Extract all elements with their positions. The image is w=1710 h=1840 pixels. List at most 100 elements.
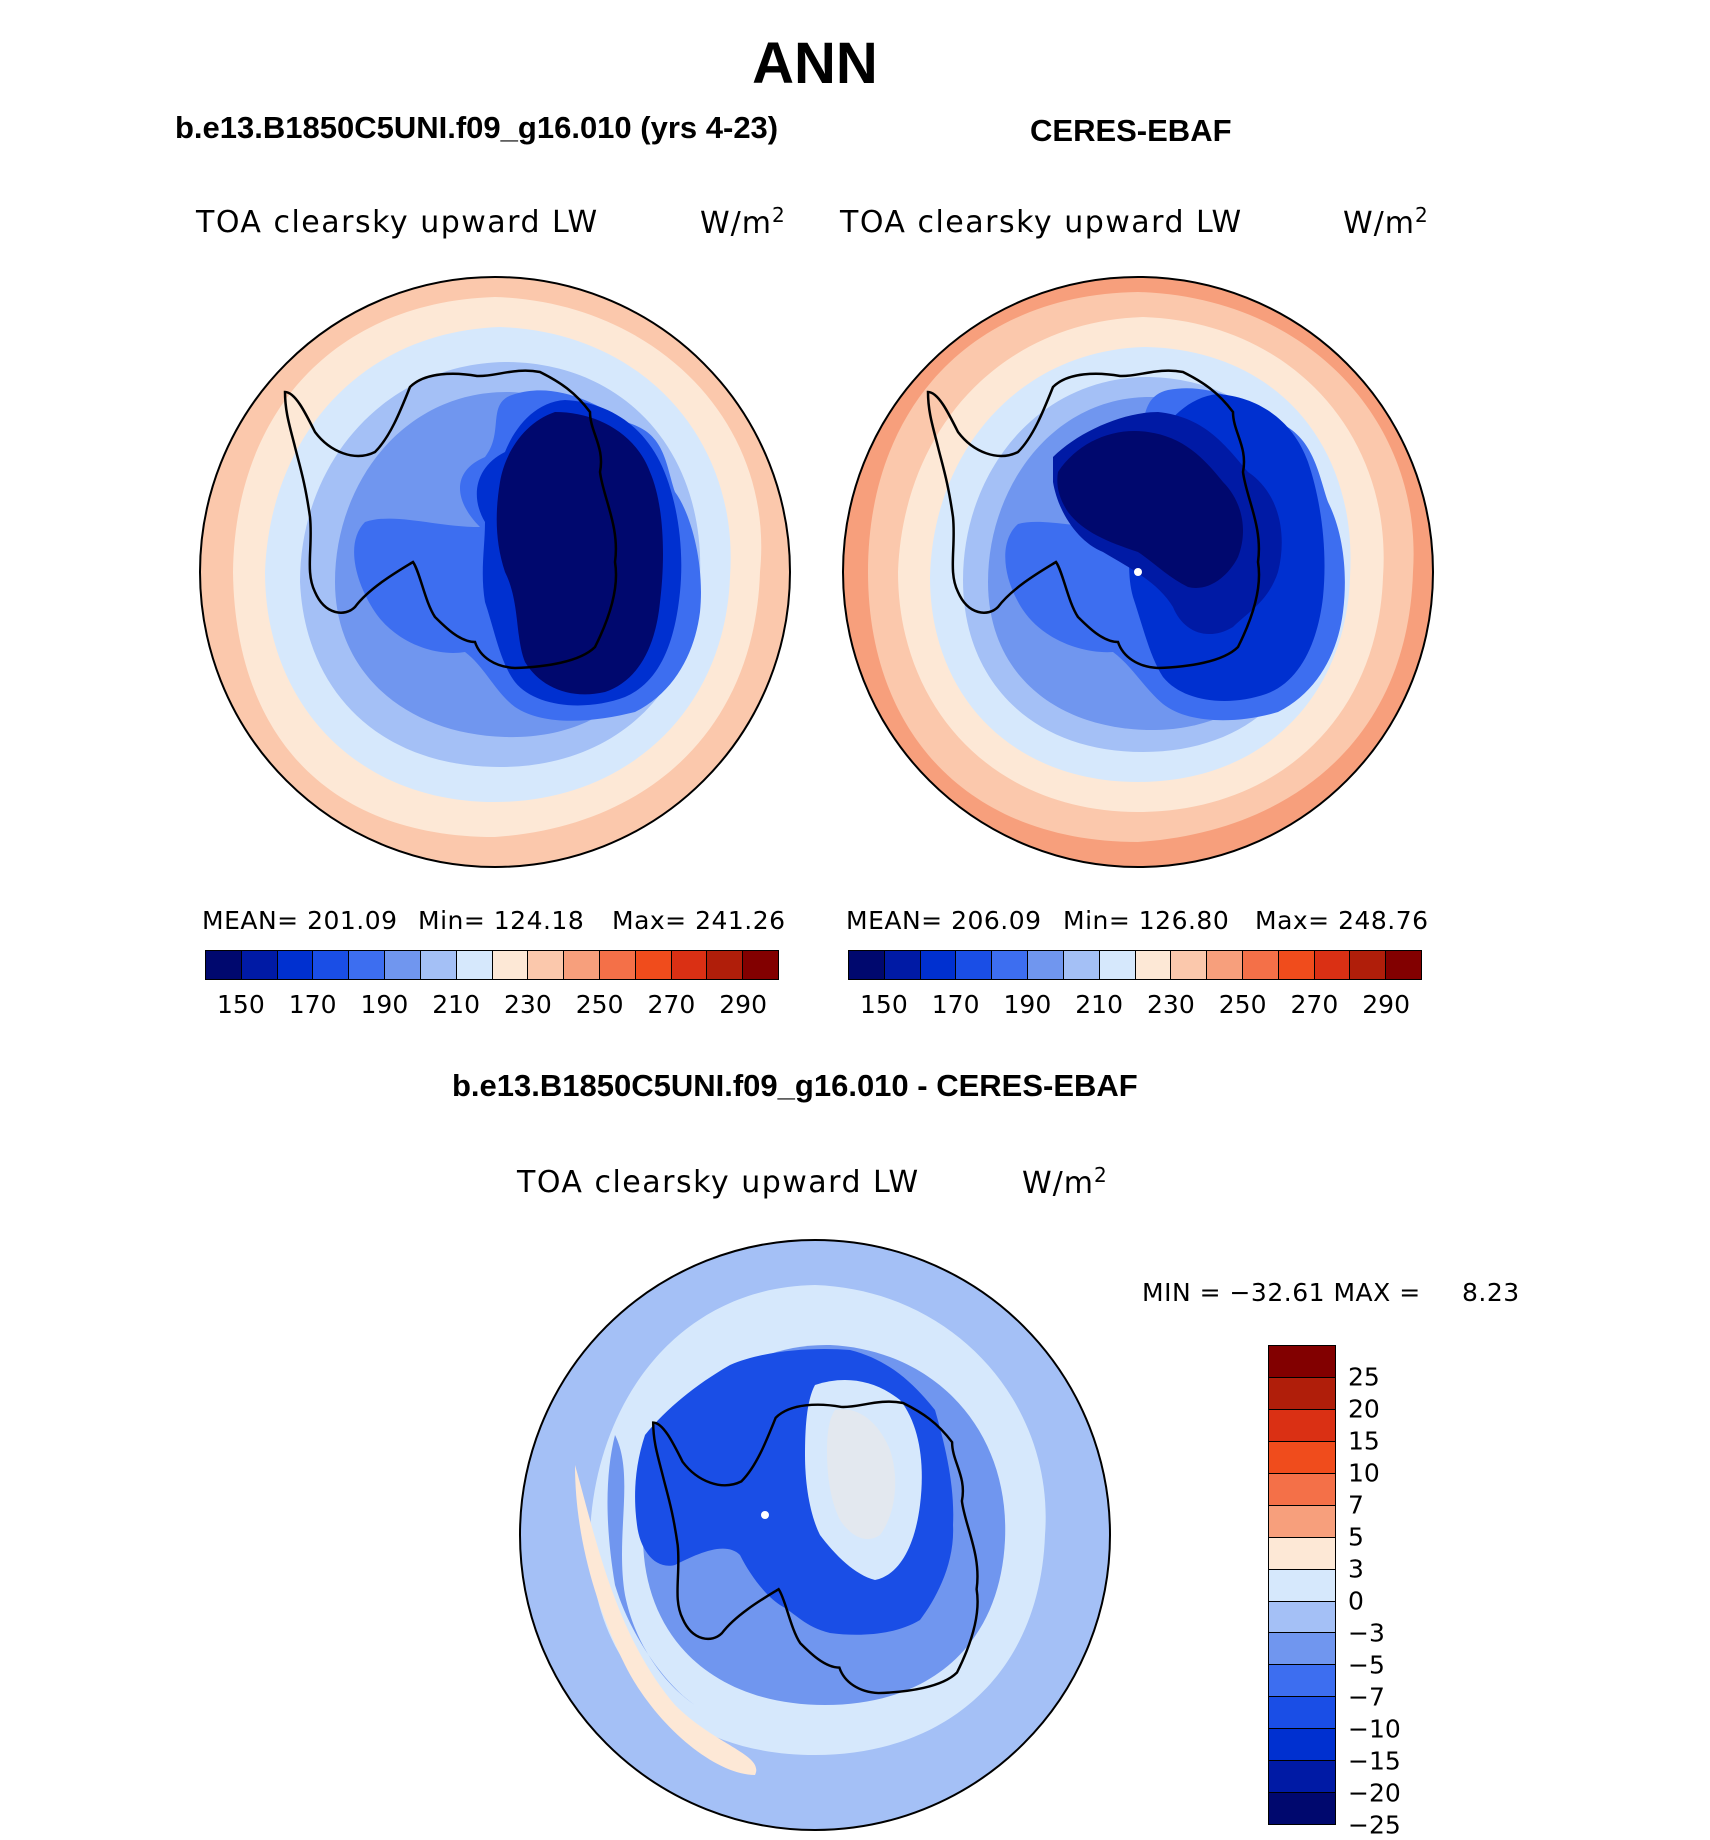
diff-colorbar-tick: 7 xyxy=(1348,1490,1364,1520)
obs-map-border xyxy=(842,276,1434,868)
diff-colorbar-segment xyxy=(1269,1793,1335,1825)
diff-panel-title: b.e13.B1850C5UNI.f09_g16.010 - CERES-EBA… xyxy=(452,1068,1138,1103)
diff-colorbar-tick: −20 xyxy=(1348,1778,1401,1808)
obs-polar-map xyxy=(842,276,1434,868)
diff-colorbar-tick: −10 xyxy=(1348,1714,1401,1744)
obs-max-stat: Max= 248.76 xyxy=(1255,906,1429,935)
model-colorbar-segment xyxy=(206,951,242,979)
diff-map-border xyxy=(519,1239,1111,1831)
diff-colorbar-segment xyxy=(1269,1665,1335,1698)
model-colorbar-tick: 170 xyxy=(288,990,337,1019)
model-colorbar-tick: 230 xyxy=(504,990,552,1019)
model-colorbar-segment xyxy=(456,951,493,979)
obs-pole-marker xyxy=(1134,568,1142,576)
obs-colorbar-tick: 290 xyxy=(1362,990,1410,1019)
diff-colorbar-segment xyxy=(1269,1441,1335,1474)
model-coastline xyxy=(283,369,618,670)
obs-colorbar-segment xyxy=(1028,951,1064,979)
obs-mean-stat: MEAN= 206.09 xyxy=(846,906,1042,935)
diff-colorbar-tick: 25 xyxy=(1348,1362,1380,1392)
diff-colorbar-segment xyxy=(1269,1505,1335,1538)
model-colorbar-segment xyxy=(313,951,350,979)
model-variable-label: TOA clearsky upward LW xyxy=(196,205,599,240)
model-colorbar-tick: 190 xyxy=(360,990,409,1019)
obs-colorbar-tick: 190 xyxy=(1003,990,1052,1019)
diff-colorbar-tick: −15 xyxy=(1348,1746,1401,1776)
model-colorbar-segment xyxy=(277,951,314,979)
diff-colorbar-segment xyxy=(1269,1346,1335,1378)
obs-colorbar-segment xyxy=(849,951,885,979)
diff-colorbar-segment xyxy=(1269,1601,1335,1634)
diff-patch-west xyxy=(607,1435,695,1705)
diff-colorbar-segment xyxy=(1269,1569,1335,1602)
diff-variable-label: TOA clearsky upward LW xyxy=(517,1165,920,1200)
diff-colorbar-segment xyxy=(1269,1633,1335,1666)
model-colorbar-segment xyxy=(420,951,457,979)
model-colorbar-segment xyxy=(635,951,672,979)
model-max-stat: Max= 241.26 xyxy=(612,906,786,935)
diff-colorbar-tick: −3 xyxy=(1348,1618,1385,1648)
model-colorbar-segment xyxy=(599,951,636,979)
obs-colorbar-segment xyxy=(956,951,993,979)
obs-colorbar-segment xyxy=(1207,951,1243,979)
model-band-darkest xyxy=(496,412,663,695)
obs-colorbar-tick: 270 xyxy=(1290,990,1339,1019)
diff-colorbar-segment xyxy=(1269,1473,1335,1506)
model-units-label: W/m2 xyxy=(700,203,786,241)
diff-polar-map xyxy=(519,1239,1111,1831)
model-colorbar-segment xyxy=(564,951,600,979)
model-colorbar-tick: 150 xyxy=(217,990,265,1019)
model-min-stat: Min= 124.18 xyxy=(418,906,585,935)
model-colorbar-tick: 210 xyxy=(432,990,480,1019)
diff-colorbar xyxy=(1268,1345,1336,1825)
obs-coastline xyxy=(926,369,1261,670)
model-colorbar-segment xyxy=(492,951,529,979)
obs-colorbar-segment xyxy=(1314,951,1351,979)
diff-colorbar-tick: 5 xyxy=(1348,1522,1364,1552)
model-colorbar-segment xyxy=(241,951,278,979)
obs-colorbar-segment xyxy=(1063,951,1100,979)
diff-colorbar-segment xyxy=(1269,1761,1335,1794)
diff-max-value: 8.23 xyxy=(1462,1278,1520,1307)
diff-coastline xyxy=(651,1400,979,1695)
obs-panel-title: CERES-EBAF xyxy=(1030,113,1232,148)
obs-colorbar-segment xyxy=(1171,951,1208,979)
model-polar-map xyxy=(199,276,791,868)
model-panel-title: b.e13.B1850C5UNI.f09_g16.010 (yrs 4-23) xyxy=(175,110,779,145)
diff-colorbar-tick: −5 xyxy=(1348,1650,1385,1680)
obs-colorbar xyxy=(848,950,1422,980)
obs-colorbar-tick: 250 xyxy=(1218,990,1267,1019)
diff-pole-marker xyxy=(761,1511,769,1519)
diff-colorbar-segment xyxy=(1269,1537,1335,1570)
obs-min-stat: Min= 126.80 xyxy=(1063,906,1230,935)
diff-colorbar-tick: 10 xyxy=(1348,1458,1380,1488)
model-map-border xyxy=(199,276,791,868)
figure-title: ANN xyxy=(752,31,878,96)
diff-colorbar-segment xyxy=(1269,1697,1335,1730)
diff-plateau-light xyxy=(805,1380,922,1580)
obs-colorbar-tick: 170 xyxy=(931,990,980,1019)
model-colorbar-tick: 250 xyxy=(575,990,624,1019)
obs-colorbar-segment xyxy=(1386,951,1421,979)
model-colorbar-segment xyxy=(385,951,421,979)
obs-colorbar-tick: 210 xyxy=(1075,990,1123,1019)
diff-minmax-stat: MIN = −32.61 MAX = xyxy=(1142,1278,1421,1307)
diff-patch-positive xyxy=(575,1465,757,1775)
diff-units-label: W/m2 xyxy=(1022,1163,1108,1201)
model-colorbar-segment xyxy=(707,951,744,979)
diff-colorbar-tick: 0 xyxy=(1348,1586,1364,1616)
diff-colorbar-tick: 20 xyxy=(1348,1394,1380,1424)
obs-colorbar-segment xyxy=(1099,951,1136,979)
obs-units-label: W/m2 xyxy=(1343,203,1429,241)
obs-colorbar-segment xyxy=(1278,951,1315,979)
obs-variable-label: TOA clearsky upward LW xyxy=(840,205,1243,240)
obs-colorbar-tick: 230 xyxy=(1147,990,1195,1019)
model-colorbar-tick: 290 xyxy=(719,990,767,1019)
model-mean-stat: MEAN= 201.09 xyxy=(202,906,398,935)
obs-colorbar-segment xyxy=(1350,951,1387,979)
diff-colorbar-segment xyxy=(1269,1729,1335,1762)
model-colorbar-segment xyxy=(528,951,565,979)
diff-colorbar-segment xyxy=(1269,1377,1335,1410)
model-colorbar-segment xyxy=(671,951,708,979)
model-colorbar xyxy=(205,950,779,980)
